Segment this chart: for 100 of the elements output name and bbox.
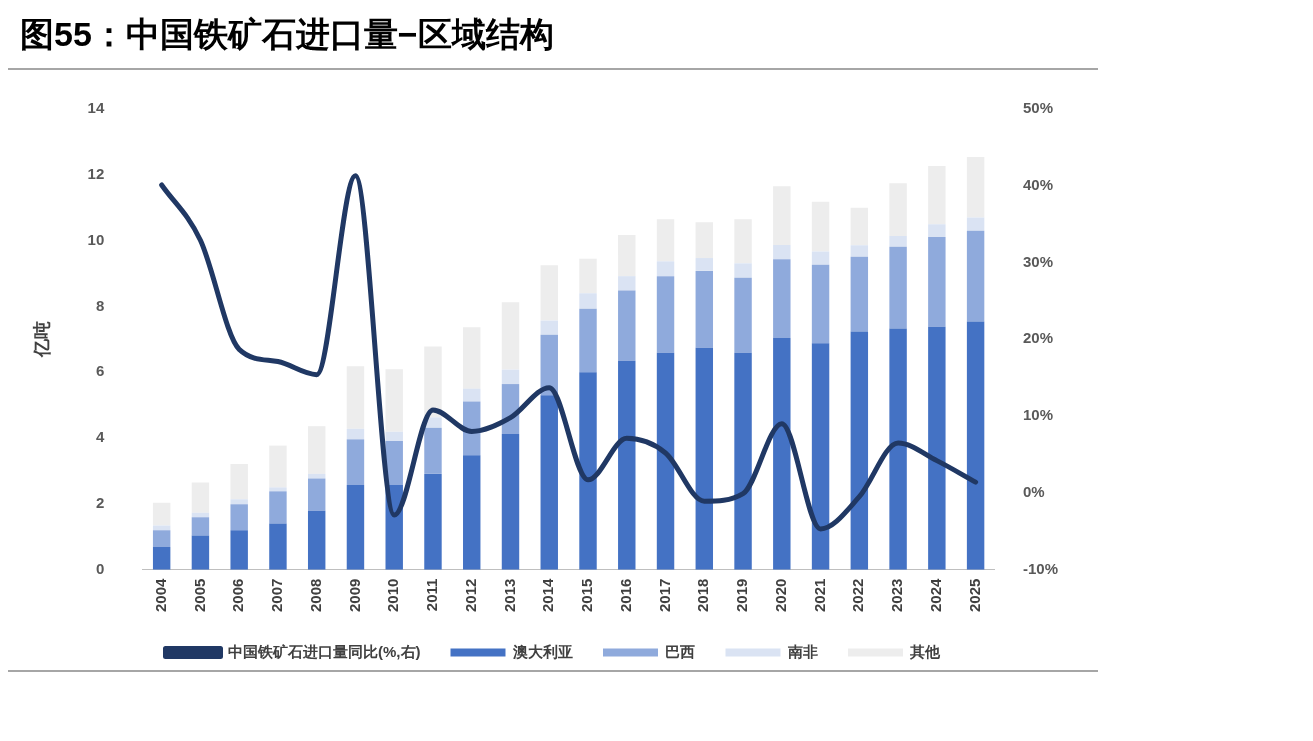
x-tick-label: 2020 [771,578,789,613]
bar [618,360,636,570]
bar [695,270,714,348]
bar [656,352,675,570]
bar [618,290,636,361]
bar [230,530,248,570]
bar [850,256,869,332]
bar [889,236,907,247]
x-tick-label: 2008 [306,578,324,613]
bar [269,487,287,492]
bar [501,434,520,570]
bar [928,236,946,327]
bar [346,366,365,429]
bar [966,217,985,231]
legend-label: 南非 [787,642,818,660]
bar [966,321,985,570]
bar [346,428,365,440]
bar [734,352,752,570]
bar [579,258,597,294]
bar [656,261,675,277]
x-tick-label: 2010 [384,578,402,613]
x-tick-label: 2013 [500,578,518,613]
y-tick-label: 8 [95,296,105,314]
y-tick-label: 6 [95,362,105,380]
chart-title: 图55：中国铁矿石进口量−区域结构 [19,14,555,55]
bar [695,222,714,259]
bar [889,328,907,570]
x-tick-label: 2016 [616,578,634,613]
bar [152,530,171,547]
bar [385,431,403,441]
bar [773,186,791,245]
x-tick-label: 2014 [539,577,557,613]
y-tick-label: 4 [95,428,105,446]
bar [191,517,210,536]
bar [307,426,326,474]
y-tick-label: 0 [95,559,105,577]
x-tick-label: 2017 [655,578,673,613]
bar [346,439,365,486]
bar [269,445,287,488]
bar [269,523,287,570]
bar [889,183,907,236]
y-tick-label: 14 [87,99,105,117]
bar [734,219,752,264]
bar [811,251,830,265]
bar [424,473,442,570]
bar [695,258,714,271]
legend-label: 巴西 [665,642,696,660]
x-tick-label: 2024 [926,577,944,613]
x-tick-label: 2004 [151,577,169,613]
x-tick-label: 2022 [849,578,867,613]
y2-tick-label: 40% [1022,175,1054,193]
bar [579,293,597,309]
bar [618,235,636,277]
bar [579,308,597,373]
bar [540,320,558,335]
x-tick-label: 2012 [461,578,479,613]
y2-tick-label: 30% [1022,252,1054,270]
y2-tick-label: 20% [1022,329,1054,347]
bar [269,491,287,524]
bar [850,245,869,257]
x-tick-label: 2018 [694,578,712,613]
bar [734,263,752,278]
bar [811,264,830,344]
x-tick-label: 2023 [888,578,906,613]
bar [346,485,365,570]
x-tick-label: 2021 [810,578,828,613]
y-tick-label: 12 [87,164,105,182]
x-tick-label: 2015 [578,578,596,613]
bar [695,347,714,570]
bar [424,346,442,418]
bar [307,478,326,511]
bar [734,277,752,353]
bar [850,331,869,570]
bar [463,327,481,389]
bar [773,244,791,260]
bar [463,455,481,570]
bar [540,395,558,570]
bar [928,326,946,570]
bar [230,499,248,505]
y-tick-label: 2 [95,493,105,511]
x-tick-label: 2009 [345,578,363,613]
x-tick-label: 2011 [423,578,441,612]
bar [811,201,830,252]
bar [889,246,907,329]
y-tick-label: 10 [87,230,105,248]
x-tick-label: 2025 [965,578,983,613]
y-axis-title: 亿吨 [31,321,52,359]
bar [540,265,558,321]
legend-label: 其他 [909,642,942,660]
bar [773,338,791,570]
bar [773,259,791,338]
x-tick-label: 2005 [190,578,208,613]
y2-tick-label: 10% [1022,406,1054,424]
bar [811,343,830,570]
x-tick-label: 2007 [268,578,286,613]
y2-tick-label: 0% [1022,483,1045,500]
bar [579,372,597,570]
bar [928,165,946,225]
bar [230,504,248,531]
y2-tick-label: 50% [1022,99,1054,117]
